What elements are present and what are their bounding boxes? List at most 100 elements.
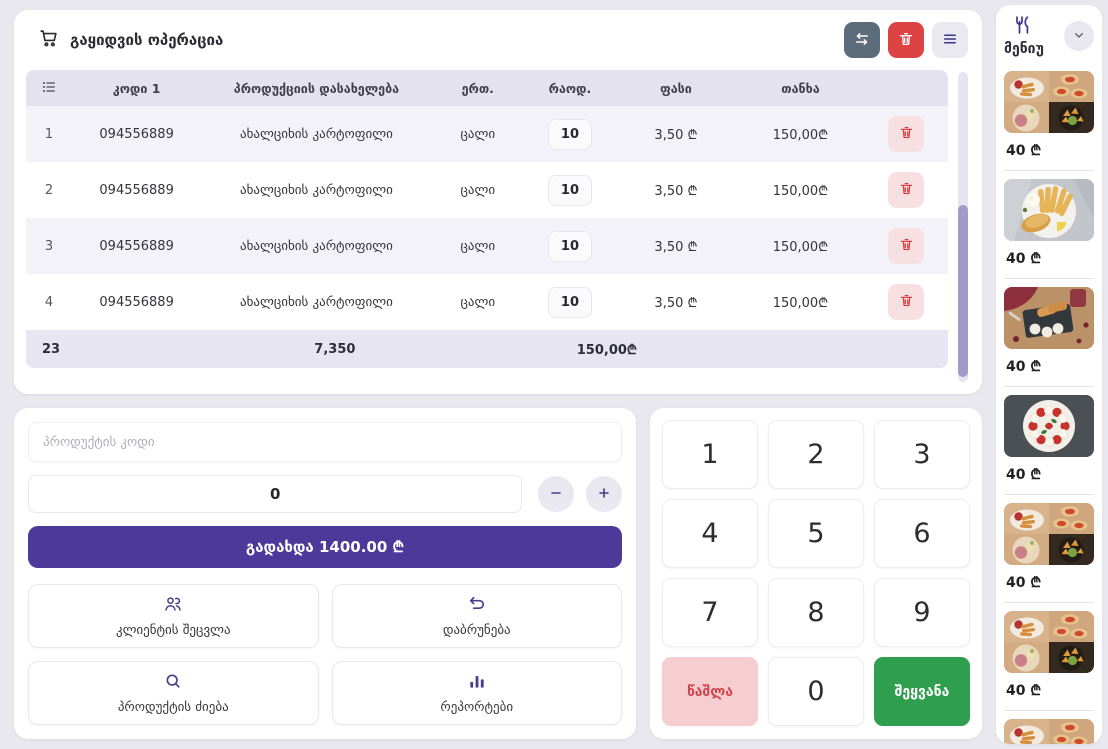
menu-sidebar: მენიუ 40 ₾ 40 ₾ <box>996 5 1102 744</box>
numpad-key-zero[interactable]: 0 <box>768 657 864 726</box>
page-title: გაყიდვის ოპერაცია <box>70 31 224 49</box>
footer-row-count: 23 <box>42 341 61 357</box>
table-row: 1 094556889 ახალციხის კარტოფილი ცალი 10 … <box>26 106 948 162</box>
transfer-button[interactable] <box>844 22 880 58</box>
menu-sidebar-header: მენიუ <box>1004 13 1094 63</box>
platter-image <box>1004 611 1094 673</box>
clients-icon <box>163 594 183 618</box>
row-price: 3,50 ₾ <box>654 128 698 143</box>
table-row: 2 094556889 ახალციხის კარტოფილი ცალი 10 … <box>26 162 948 218</box>
platter-image <box>1004 503 1094 565</box>
numpad-key[interactable]: 5 <box>768 499 864 568</box>
return-icon <box>467 594 487 618</box>
numpad-keys: 1 2 3 4 5 6 7 8 9 <box>662 420 970 647</box>
row-delete-button[interactable] <box>888 116 925 152</box>
reports-button[interactable]: რეპორტები <box>331 661 622 725</box>
table-row: 3 094556889 ახალციხის კარტოფილი ცალი 10 … <box>26 218 948 274</box>
quantity-chip[interactable]: 10 <box>547 286 592 318</box>
numpad-key[interactable]: 3 <box>874 420 970 489</box>
platter-image <box>1004 719 1094 744</box>
change-client-button[interactable]: კლიენტის შეცვლა <box>28 584 319 648</box>
row-unit: ცალი <box>460 238 496 254</box>
row-amount: 150,00₾ <box>772 296 829 311</box>
scrollbar-thumb[interactable] <box>958 205 968 377</box>
row-index: 4 <box>44 294 54 310</box>
numpad-key[interactable]: 6 <box>874 499 970 568</box>
row-delete-button[interactable] <box>888 172 925 208</box>
header-price: ფასი <box>660 80 692 96</box>
menu-item[interactable]: 40 ₾ <box>1004 279 1094 387</box>
row-index: 1 <box>44 126 54 142</box>
product-search-button[interactable]: პროდუქტის ძიება <box>28 661 319 725</box>
menu-item[interactable]: 40 ₾ <box>1004 171 1094 279</box>
row-price: 3,50 ₾ <box>654 296 698 311</box>
quantity-input[interactable] <box>28 475 523 513</box>
row-delete-button[interactable] <box>888 284 925 320</box>
numpad-delete-button[interactable]: წაშლა <box>662 657 758 726</box>
menu-item[interactable]: 40 ₾ <box>1004 63 1094 171</box>
row-amount: 150,00₾ <box>772 240 829 255</box>
decrease-quantity-button[interactable] <box>538 476 575 512</box>
action-buttons: კლიენტის შეცვლა დაბრუნება პროდუქტის ძიებ… <box>28 584 622 725</box>
reports-label: რეპორტები <box>440 700 514 715</box>
sale-panel: გაყიდვის ოპერაცია <box>14 10 982 394</box>
menu-item-price: 40 ₾ <box>1006 575 1042 591</box>
row-amount: 150,00₾ <box>772 184 829 199</box>
row-product-name: ახალციხის კარტოფილი <box>240 294 393 310</box>
header-code: კოდი 1 <box>112 80 161 96</box>
pay-button[interactable]: გადახდა 1400.00 ₾ <box>28 526 622 568</box>
chevron-down-icon <box>1071 27 1087 46</box>
row-index: 2 <box>44 182 54 198</box>
row-product-name: ახალციხის კარტოფილი <box>240 126 393 142</box>
trash-icon <box>898 31 914 50</box>
numpad-key[interactable]: 7 <box>662 578 758 647</box>
increase-quantity-button[interactable] <box>586 476 622 512</box>
table-footer-row: 23 7,350 150,00₾ <box>26 330 948 368</box>
quantity-chip[interactable]: 10 <box>547 174 592 206</box>
numpad-key[interactable]: 9 <box>874 578 970 647</box>
transfer-arrows-icon <box>853 30 871 51</box>
row-code: 094556889 <box>99 238 174 254</box>
quantity-chip[interactable]: 10 <box>547 118 592 150</box>
sale-toolbar <box>844 22 968 58</box>
row-price: 3,50 ₾ <box>654 240 698 255</box>
trash-icon <box>899 237 914 255</box>
trash-icon <box>899 181 914 199</box>
table-scrollbar[interactable] <box>958 72 968 382</box>
row-delete-button[interactable] <box>888 228 925 264</box>
reports-icon <box>467 671 487 695</box>
sale-panel-header: გაყიდვის ოპერაცია <box>14 10 982 70</box>
row-product-name: ახალციხის კარტოფილი <box>240 182 393 198</box>
numpad-bottom-row: წაშლა 0 შეყვანა <box>662 657 970 726</box>
table-row: 4 094556889 ახალციხის კარტოფილი ცალი 10 … <box>26 274 948 330</box>
numpad-enter-button[interactable]: შეყვანა <box>874 657 970 726</box>
clear-sale-button[interactable] <box>888 22 924 58</box>
plus-icon <box>596 485 612 504</box>
header-amount: თანხა <box>781 80 820 96</box>
numpad-key[interactable]: 4 <box>662 499 758 568</box>
menu-item[interactable] <box>1004 711 1094 744</box>
numpad-key[interactable]: 1 <box>662 420 758 489</box>
row-price: 3,50 ₾ <box>654 184 698 199</box>
numpad-key[interactable]: 8 <box>768 578 864 647</box>
row-amount: 150,00₾ <box>772 128 829 143</box>
menu-item[interactable]: 40 ₾ <box>1004 387 1094 495</box>
minus-icon <box>548 485 564 504</box>
cart-icon <box>38 27 60 53</box>
menu-item-price: 40 ₾ <box>1006 683 1042 699</box>
menu-item-price: 40 ₾ <box>1006 359 1042 375</box>
menu-collapse-button[interactable] <box>1064 21 1094 51</box>
row-code: 094556889 <box>99 294 174 310</box>
header-unit: ერთ. <box>461 80 494 96</box>
quantity-chip[interactable]: 10 <box>547 230 592 262</box>
numpad-key[interactable]: 2 <box>768 420 864 489</box>
search-icon <box>163 671 183 695</box>
menu-items-list: 40 ₾ 40 ₾ 40 ₾ 40 ₾ <box>1004 63 1094 744</box>
charcuterie-image <box>1004 287 1094 349</box>
row-unit: ცალი <box>460 182 496 198</box>
menu-item[interactable]: 40 ₾ <box>1004 495 1094 603</box>
options-menu-button[interactable] <box>932 22 968 58</box>
product-code-input[interactable] <box>28 422 622 462</box>
return-button[interactable]: დაბრუნება <box>331 584 622 648</box>
menu-item[interactable]: 40 ₾ <box>1004 603 1094 711</box>
